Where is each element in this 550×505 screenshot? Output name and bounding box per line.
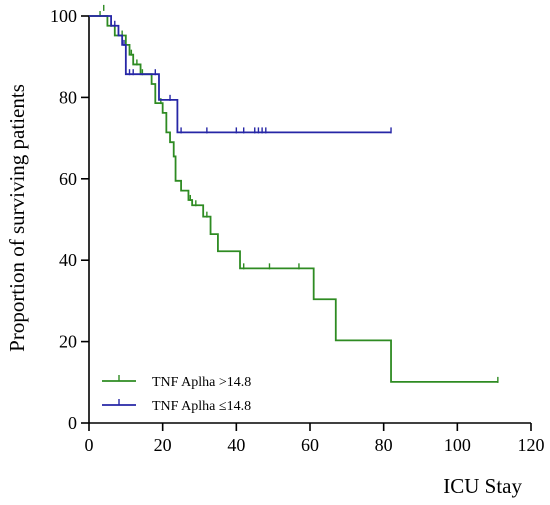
series-line-2 — [89, 15, 392, 134]
y-axis-label: Proportion of surviving patients — [5, 84, 29, 352]
legend: TNF Aplha >14.8 TNF Aplha ≤14.8 — [102, 375, 251, 414]
y-tick-label: 60 — [59, 169, 77, 189]
x-tick-label: 0 — [85, 435, 94, 455]
axes: 0 20 40 60 80 100 0 20 40 60 80 100 120 — [50, 6, 545, 455]
legend-label: TNF Aplha ≤14.8 — [152, 399, 251, 414]
legend-label: TNF Aplha >14.8 — [152, 375, 251, 390]
y-tick-label: 20 — [59, 332, 77, 352]
x-tick-label: 120 — [518, 435, 545, 455]
y-tick-label: 100 — [50, 6, 77, 26]
series-layer — [89, 4, 499, 383]
x-tick-label: 80 — [375, 435, 393, 455]
y-tick-label: 40 — [59, 250, 77, 270]
y-tick-label: 0 — [68, 413, 77, 433]
x-tick-label: 20 — [154, 435, 172, 455]
series-line-1 — [89, 15, 498, 383]
x-tick-label: 40 — [227, 435, 245, 455]
x-tick-label: 100 — [444, 435, 471, 455]
x-axis-label: ICU Stay — [443, 474, 522, 498]
x-tick-label: 60 — [301, 435, 319, 455]
y-tick-label: 80 — [59, 87, 77, 107]
